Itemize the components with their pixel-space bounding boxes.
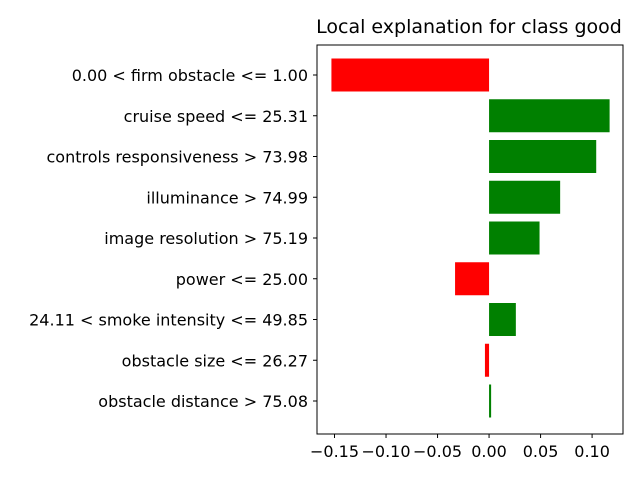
y-tick-labels: 0.00 < firm obstacle <= 1.00 cruise speed… bbox=[29, 66, 317, 411]
bar-4 bbox=[489, 221, 540, 255]
x-tick-label-2: −0.05 bbox=[413, 442, 462, 461]
plot-frame bbox=[316, 44, 624, 435]
bar-0 bbox=[331, 58, 490, 92]
x-tick-label-4: 0.05 bbox=[523, 442, 559, 461]
y-tick-label-3: illuminance > 74.99 bbox=[146, 188, 308, 207]
x-tick-label-0: −0.15 bbox=[310, 442, 359, 461]
y-tick-label-5: power <= 25.00 bbox=[176, 270, 308, 289]
bar-5 bbox=[455, 262, 490, 296]
x-tick-label-1: −0.10 bbox=[362, 442, 411, 461]
bar-8 bbox=[489, 384, 492, 418]
bar-6 bbox=[489, 303, 516, 336]
x-ticks: −0.15 −0.10 −0.05 0.00 0.05 0.10 bbox=[310, 434, 610, 461]
y-tick-label-1: cruise speed <= 25.31 bbox=[124, 107, 308, 126]
y-tick-label-4: image resolution > 75.19 bbox=[104, 229, 308, 248]
bar-2 bbox=[489, 140, 597, 173]
y-tick-label-8: obstacle distance > 75.08 bbox=[98, 392, 308, 411]
y-tick-label-6: 24.11 < smoke intensity <= 49.85 bbox=[29, 311, 308, 330]
y-tick-label-2: controls responsiveness > 73.98 bbox=[46, 148, 308, 167]
bar-3 bbox=[489, 180, 561, 214]
bars-group bbox=[331, 58, 610, 418]
bar-7 bbox=[484, 343, 490, 377]
y-tick-label-0: 0.00 < firm obstacle <= 1.00 bbox=[72, 66, 308, 85]
chart-title: Local explanation for class good bbox=[316, 16, 622, 38]
x-tick-label-3: 0.00 bbox=[471, 442, 507, 461]
x-tick-label-5: 0.10 bbox=[574, 442, 610, 461]
y-tick-label-7: obstacle size <= 26.27 bbox=[122, 351, 308, 370]
bar-1 bbox=[489, 99, 610, 133]
